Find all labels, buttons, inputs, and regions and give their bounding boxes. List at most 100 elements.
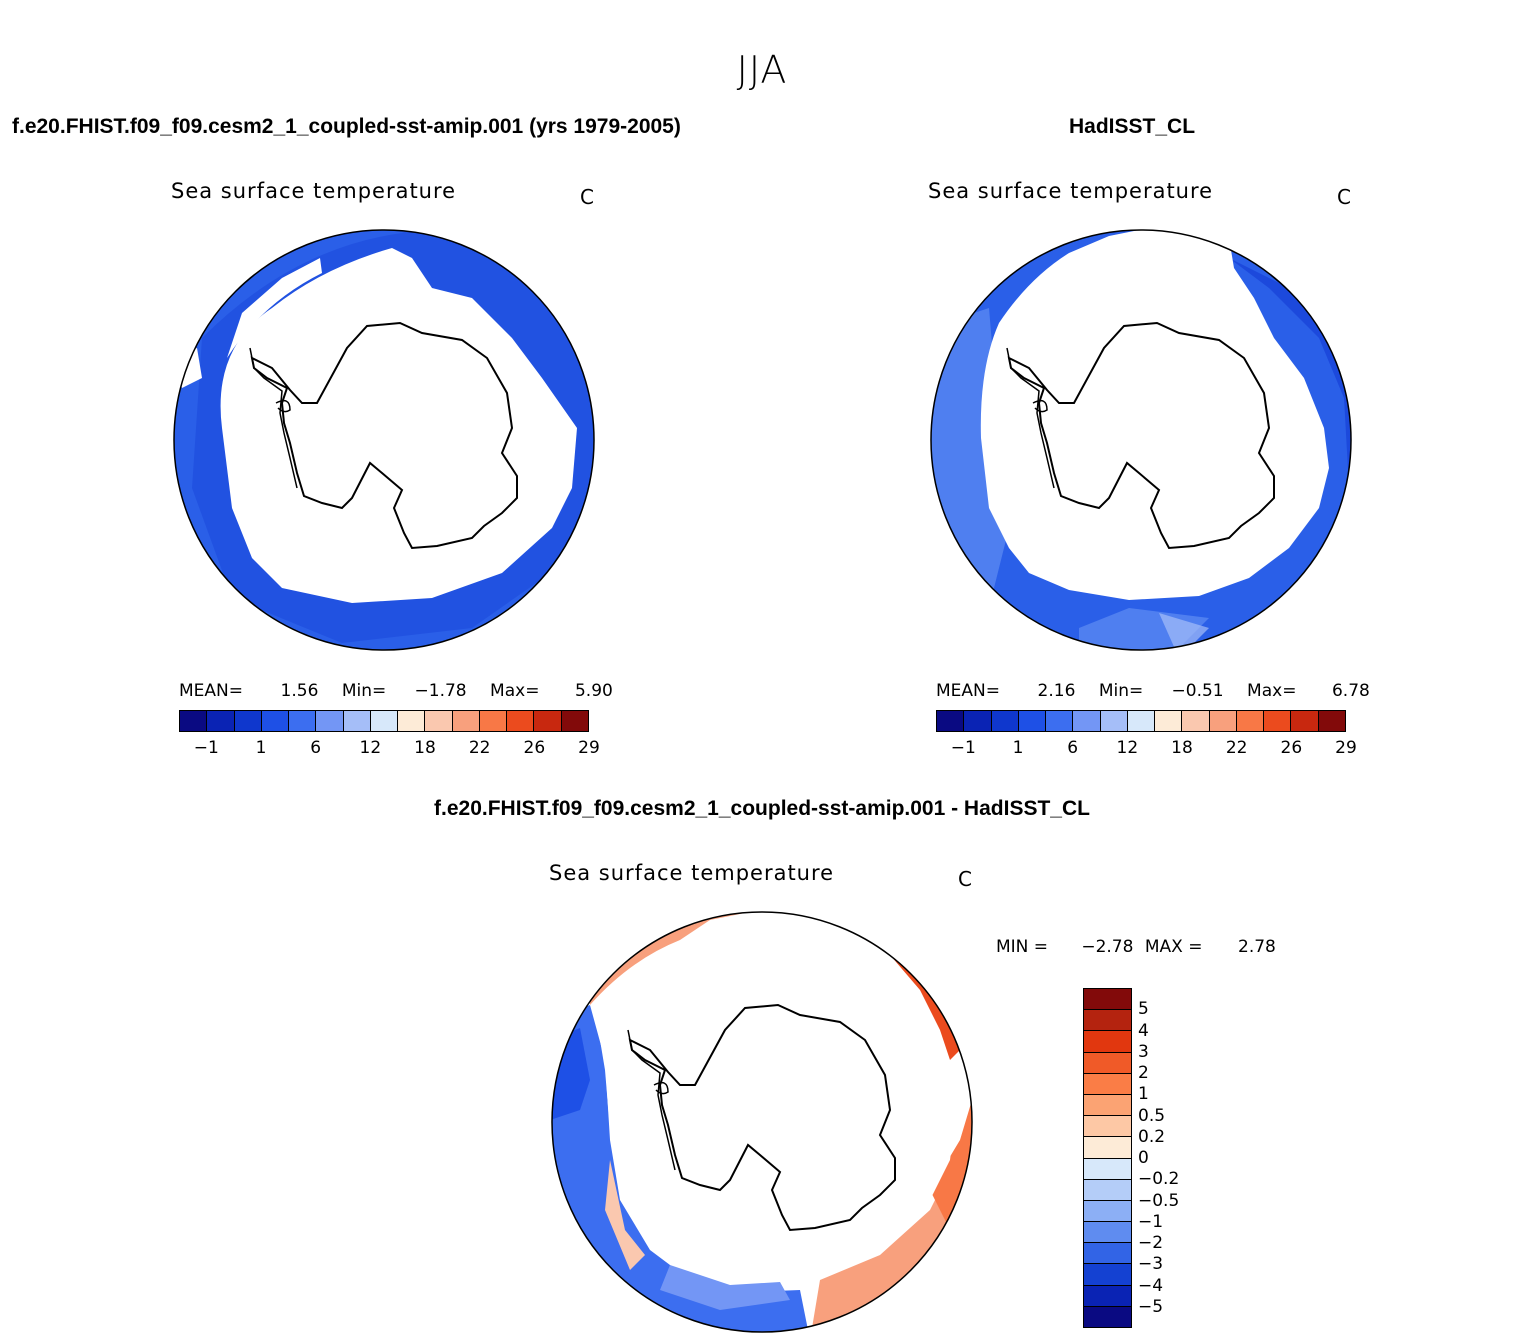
ref-colorbar bbox=[936, 710, 1346, 732]
test-colorbar-box bbox=[479, 711, 508, 731]
diff-colorbar-label: −3 bbox=[1138, 1254, 1164, 1275]
diff-colorbar-label: 4 bbox=[1138, 1020, 1149, 1041]
ref-colorbar-box bbox=[1318, 711, 1345, 731]
test-colorbar-label: 12 bbox=[359, 738, 382, 758]
ref-colorbar-box bbox=[1046, 711, 1074, 731]
ref-colorbar-box bbox=[1264, 711, 1292, 731]
diff-colorbar-box bbox=[1084, 1073, 1131, 1095]
test-min-label: Min= bbox=[341, 681, 387, 701]
diff-colorbar-label: 1 bbox=[1138, 1084, 1149, 1105]
diff-colorbar-box bbox=[1084, 1179, 1131, 1201]
test-colorbar-box bbox=[370, 711, 399, 731]
ref-colorbar-box bbox=[937, 711, 965, 731]
test-case-title: f.e20.FHIST.f09_f09.cesm2_1_coupled-sst-… bbox=[12, 115, 681, 138]
test-colorbar-label: 1 bbox=[255, 738, 267, 758]
diff-max-label: MAX = bbox=[1144, 937, 1203, 957]
test-mean-label: MEAN= bbox=[179, 681, 243, 701]
test-colorbar-box bbox=[289, 711, 317, 731]
diff-colorbar-label: 0 bbox=[1138, 1148, 1149, 1168]
diff-colorbar-label: −5 bbox=[1138, 1296, 1164, 1317]
ref-colorbar-box bbox=[964, 711, 992, 731]
diff-colorbar-box bbox=[1084, 1158, 1131, 1180]
test-colorbar-box bbox=[534, 711, 562, 731]
test-colorbar-box bbox=[452, 711, 480, 731]
ref-min-label: Min= bbox=[1098, 681, 1144, 701]
test-colorbar-label: 18 bbox=[414, 738, 436, 758]
diff-min-label: MIN = bbox=[996, 937, 1049, 957]
ref-max-value: 6.78 bbox=[1331, 681, 1370, 701]
diff-colorbar-labels: 5 4 3 2 1 0.5 0.2 0 −0.2 −0.5 −1 −2 −3 −4 −5 bbox=[1138, 988, 1198, 1328]
diff-min-value: −2.78 bbox=[1081, 937, 1134, 957]
ref-max-label: Max= bbox=[1247, 681, 1297, 701]
ref-colorbar-label: 6 bbox=[1067, 738, 1079, 758]
diff-colorbar-label: −0.2 bbox=[1138, 1169, 1180, 1190]
diff-colorbar-label: 3 bbox=[1138, 1041, 1149, 1062]
test-colorbar-box bbox=[234, 711, 262, 731]
ref-colorbar-labels: −1 1 6 12 18 22 26 29 bbox=[936, 738, 1357, 760]
diff-case-title: f.e20.FHIST.f09_f09.cesm2_1_coupled-sst-… bbox=[434, 797, 1090, 820]
diff-colorbar-label: 2 bbox=[1138, 1063, 1149, 1083]
ref-mean-value: 2.16 bbox=[1037, 681, 1076, 701]
diff-units: C bbox=[958, 867, 972, 891]
ref-colorbar-box bbox=[1100, 711, 1128, 731]
diff-variable-title: Sea surface temperature bbox=[549, 861, 835, 885]
diff-colorbar-box bbox=[1084, 1031, 1131, 1053]
test-colorbar-box bbox=[343, 711, 371, 731]
test-polar-map bbox=[173, 229, 595, 651]
test-mean-value: 1.56 bbox=[280, 681, 319, 701]
ref-variable-title: Sea surface temperature bbox=[928, 179, 1214, 203]
diff-stats: MIN = −2.78 MAX = 2.78 bbox=[996, 937, 1276, 957]
diff-colorbar-label: 0.2 bbox=[1138, 1126, 1166, 1147]
test-colorbar-labels: −1 1 6 12 18 22 26 29 bbox=[179, 738, 600, 760]
diff-colorbar-box bbox=[1084, 1052, 1131, 1074]
ref-units: C bbox=[1337, 185, 1351, 209]
diff-max-value: 2.78 bbox=[1238, 937, 1276, 957]
diff-colorbar bbox=[1083, 988, 1132, 1328]
diff-colorbar-label: −0.5 bbox=[1138, 1190, 1180, 1211]
test-colorbar-box bbox=[425, 711, 453, 731]
ref-colorbar-box bbox=[1155, 711, 1183, 731]
diff-colorbar-box bbox=[1084, 1264, 1131, 1286]
ref-colorbar-label: 12 bbox=[1116, 738, 1139, 758]
test-colorbar bbox=[179, 710, 589, 732]
diff-colorbar-box bbox=[1084, 989, 1131, 1011]
ref-colorbar-box bbox=[1209, 711, 1237, 731]
test-colorbar-box bbox=[316, 711, 344, 731]
test-colorbar-box bbox=[507, 711, 535, 731]
ref-stats: MEAN= 2.16 Min= −0.51 Max= 6.78 bbox=[936, 681, 1370, 701]
test-colorbar-box bbox=[261, 711, 290, 731]
test-stats: MEAN= 1.56 Min= −1.78 Max= 5.90 bbox=[179, 681, 613, 701]
test-colorbar-box bbox=[561, 711, 588, 731]
diff-colorbar-box bbox=[1084, 1094, 1131, 1117]
ref-colorbar-label: 22 bbox=[1225, 738, 1248, 758]
ref-colorbar-label: 18 bbox=[1171, 738, 1193, 758]
diff-colorbar-label: −1 bbox=[1138, 1211, 1164, 1232]
diff-colorbar-label: −4 bbox=[1138, 1275, 1164, 1296]
diff-colorbar-label: −2 bbox=[1138, 1233, 1164, 1253]
test-colorbar-label: −1 bbox=[193, 738, 219, 758]
test-colorbar-label: 6 bbox=[310, 738, 322, 758]
diff-colorbar-box bbox=[1084, 1200, 1131, 1223]
ref-colorbar-box bbox=[1018, 711, 1047, 731]
ref-case-title: HadISST_CL bbox=[1069, 115, 1196, 138]
diff-colorbar-box bbox=[1084, 1137, 1131, 1159]
diff-colorbar-label: 0.5 bbox=[1138, 1105, 1166, 1126]
ref-mean-label: MEAN= bbox=[936, 681, 1000, 701]
test-colorbar-box bbox=[398, 711, 426, 731]
ref-min-value: −0.51 bbox=[1171, 681, 1224, 701]
test-colorbar-label: 26 bbox=[523, 738, 546, 758]
test-colorbar-box bbox=[207, 711, 235, 731]
test-units: C bbox=[580, 185, 594, 209]
ref-colorbar-label: −1 bbox=[950, 738, 976, 758]
test-colorbar-box bbox=[180, 711, 208, 731]
ref-colorbar-label: 1 bbox=[1012, 738, 1024, 758]
ref-colorbar-box bbox=[1127, 711, 1156, 731]
test-colorbar-label: 22 bbox=[468, 738, 491, 758]
diff-colorbar-box bbox=[1084, 1222, 1131, 1244]
ref-colorbar-label: 26 bbox=[1280, 738, 1303, 758]
diff-colorbar-box bbox=[1084, 1285, 1131, 1307]
diff-polar-map bbox=[551, 911, 973, 1333]
diff-colorbar-box bbox=[1084, 1116, 1131, 1138]
diff-colorbar-label: 5 bbox=[1138, 999, 1149, 1020]
test-variable-title: Sea surface temperature bbox=[171, 179, 457, 203]
